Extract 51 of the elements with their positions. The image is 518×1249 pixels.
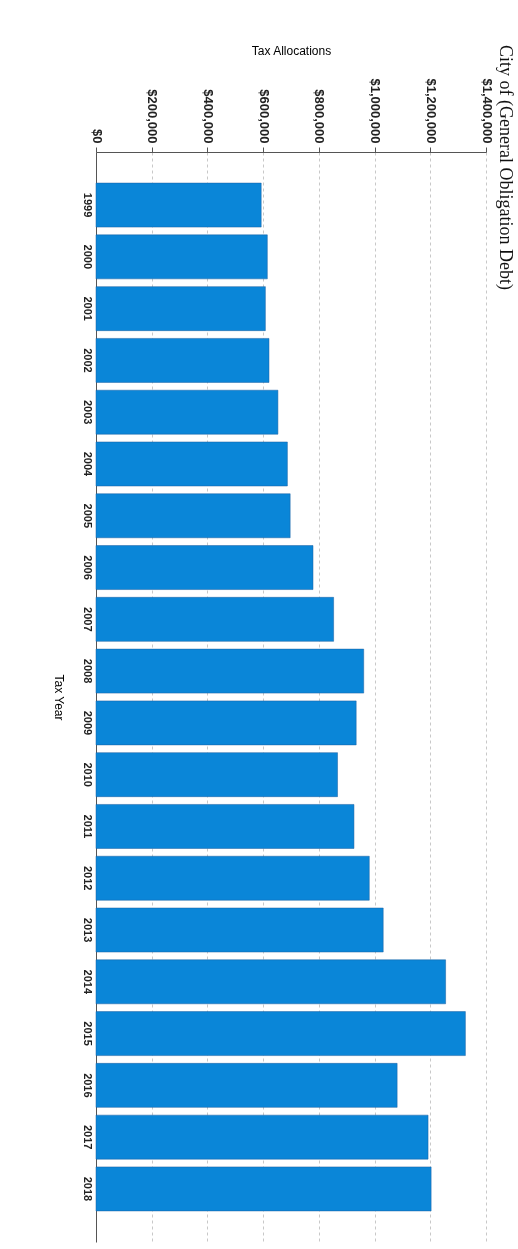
y-tick-label: 2003 — [81, 399, 94, 425]
x-tick-label: $1,400,000 — [479, 78, 495, 144]
x-tick-label: $200,000 — [145, 89, 161, 144]
bar — [95, 182, 262, 228]
y-tick-label: 2006 — [81, 555, 94, 580]
y-tick-label: 2012 — [81, 865, 94, 891]
chart-title: City of (General Obligation Debt) — [495, 44, 516, 290]
bar — [95, 855, 370, 901]
y-tick-label: 2011 — [81, 814, 94, 839]
bar — [95, 234, 268, 280]
bar — [95, 907, 384, 953]
y-axis-title: Tax Year — [51, 674, 66, 721]
bar — [95, 700, 357, 746]
bar — [95, 1166, 432, 1212]
bar — [95, 441, 288, 487]
bar — [95, 389, 279, 435]
y-tick-label: 2013 — [81, 917, 94, 943]
y-tick-label: 1999 — [81, 192, 94, 218]
bar — [95, 804, 355, 849]
y-tick-label: 2008 — [81, 658, 94, 684]
bar — [95, 493, 291, 539]
y-tick-label: 2015 — [81, 1021, 94, 1046]
x-tick-label: $800,000 — [312, 89, 328, 144]
bar — [95, 597, 334, 642]
x-tick-label: $600,000 — [256, 89, 272, 144]
x-axis-title: Tax Allocations — [251, 44, 332, 59]
y-tick-label: 2007 — [81, 607, 94, 632]
bar — [95, 286, 266, 331]
y-tick-label: 2014 — [81, 969, 94, 995]
bar — [95, 648, 364, 694]
bar — [95, 338, 270, 383]
bar — [95, 752, 338, 797]
y-tick-label: 2005 — [81, 503, 94, 529]
bar — [95, 1063, 398, 1108]
x-tick-label: $400,000 — [200, 89, 216, 144]
x-tick-label: $0 — [89, 129, 105, 144]
y-tick-label: 2000 — [81, 244, 94, 270]
x-tick-label: $1,000,000 — [368, 78, 384, 144]
y-tick-label: 2001 — [81, 296, 94, 321]
y-tick-label: 2004 — [81, 451, 94, 478]
bar — [95, 1011, 466, 1056]
y-tick-label: 2017 — [81, 1124, 94, 1150]
y-tick-label: 2016 — [81, 1073, 94, 1098]
x-tick-label: $1,200,000 — [423, 78, 439, 144]
y-tick-label: 2002 — [81, 348, 94, 373]
bar — [95, 959, 446, 1005]
bar — [95, 1114, 429, 1160]
y-tick-label: 2018 — [81, 1176, 94, 1202]
y-tick-label: 2009 — [81, 710, 94, 736]
bar — [95, 545, 314, 590]
y-tick-label: 2010 — [81, 762, 94, 787]
